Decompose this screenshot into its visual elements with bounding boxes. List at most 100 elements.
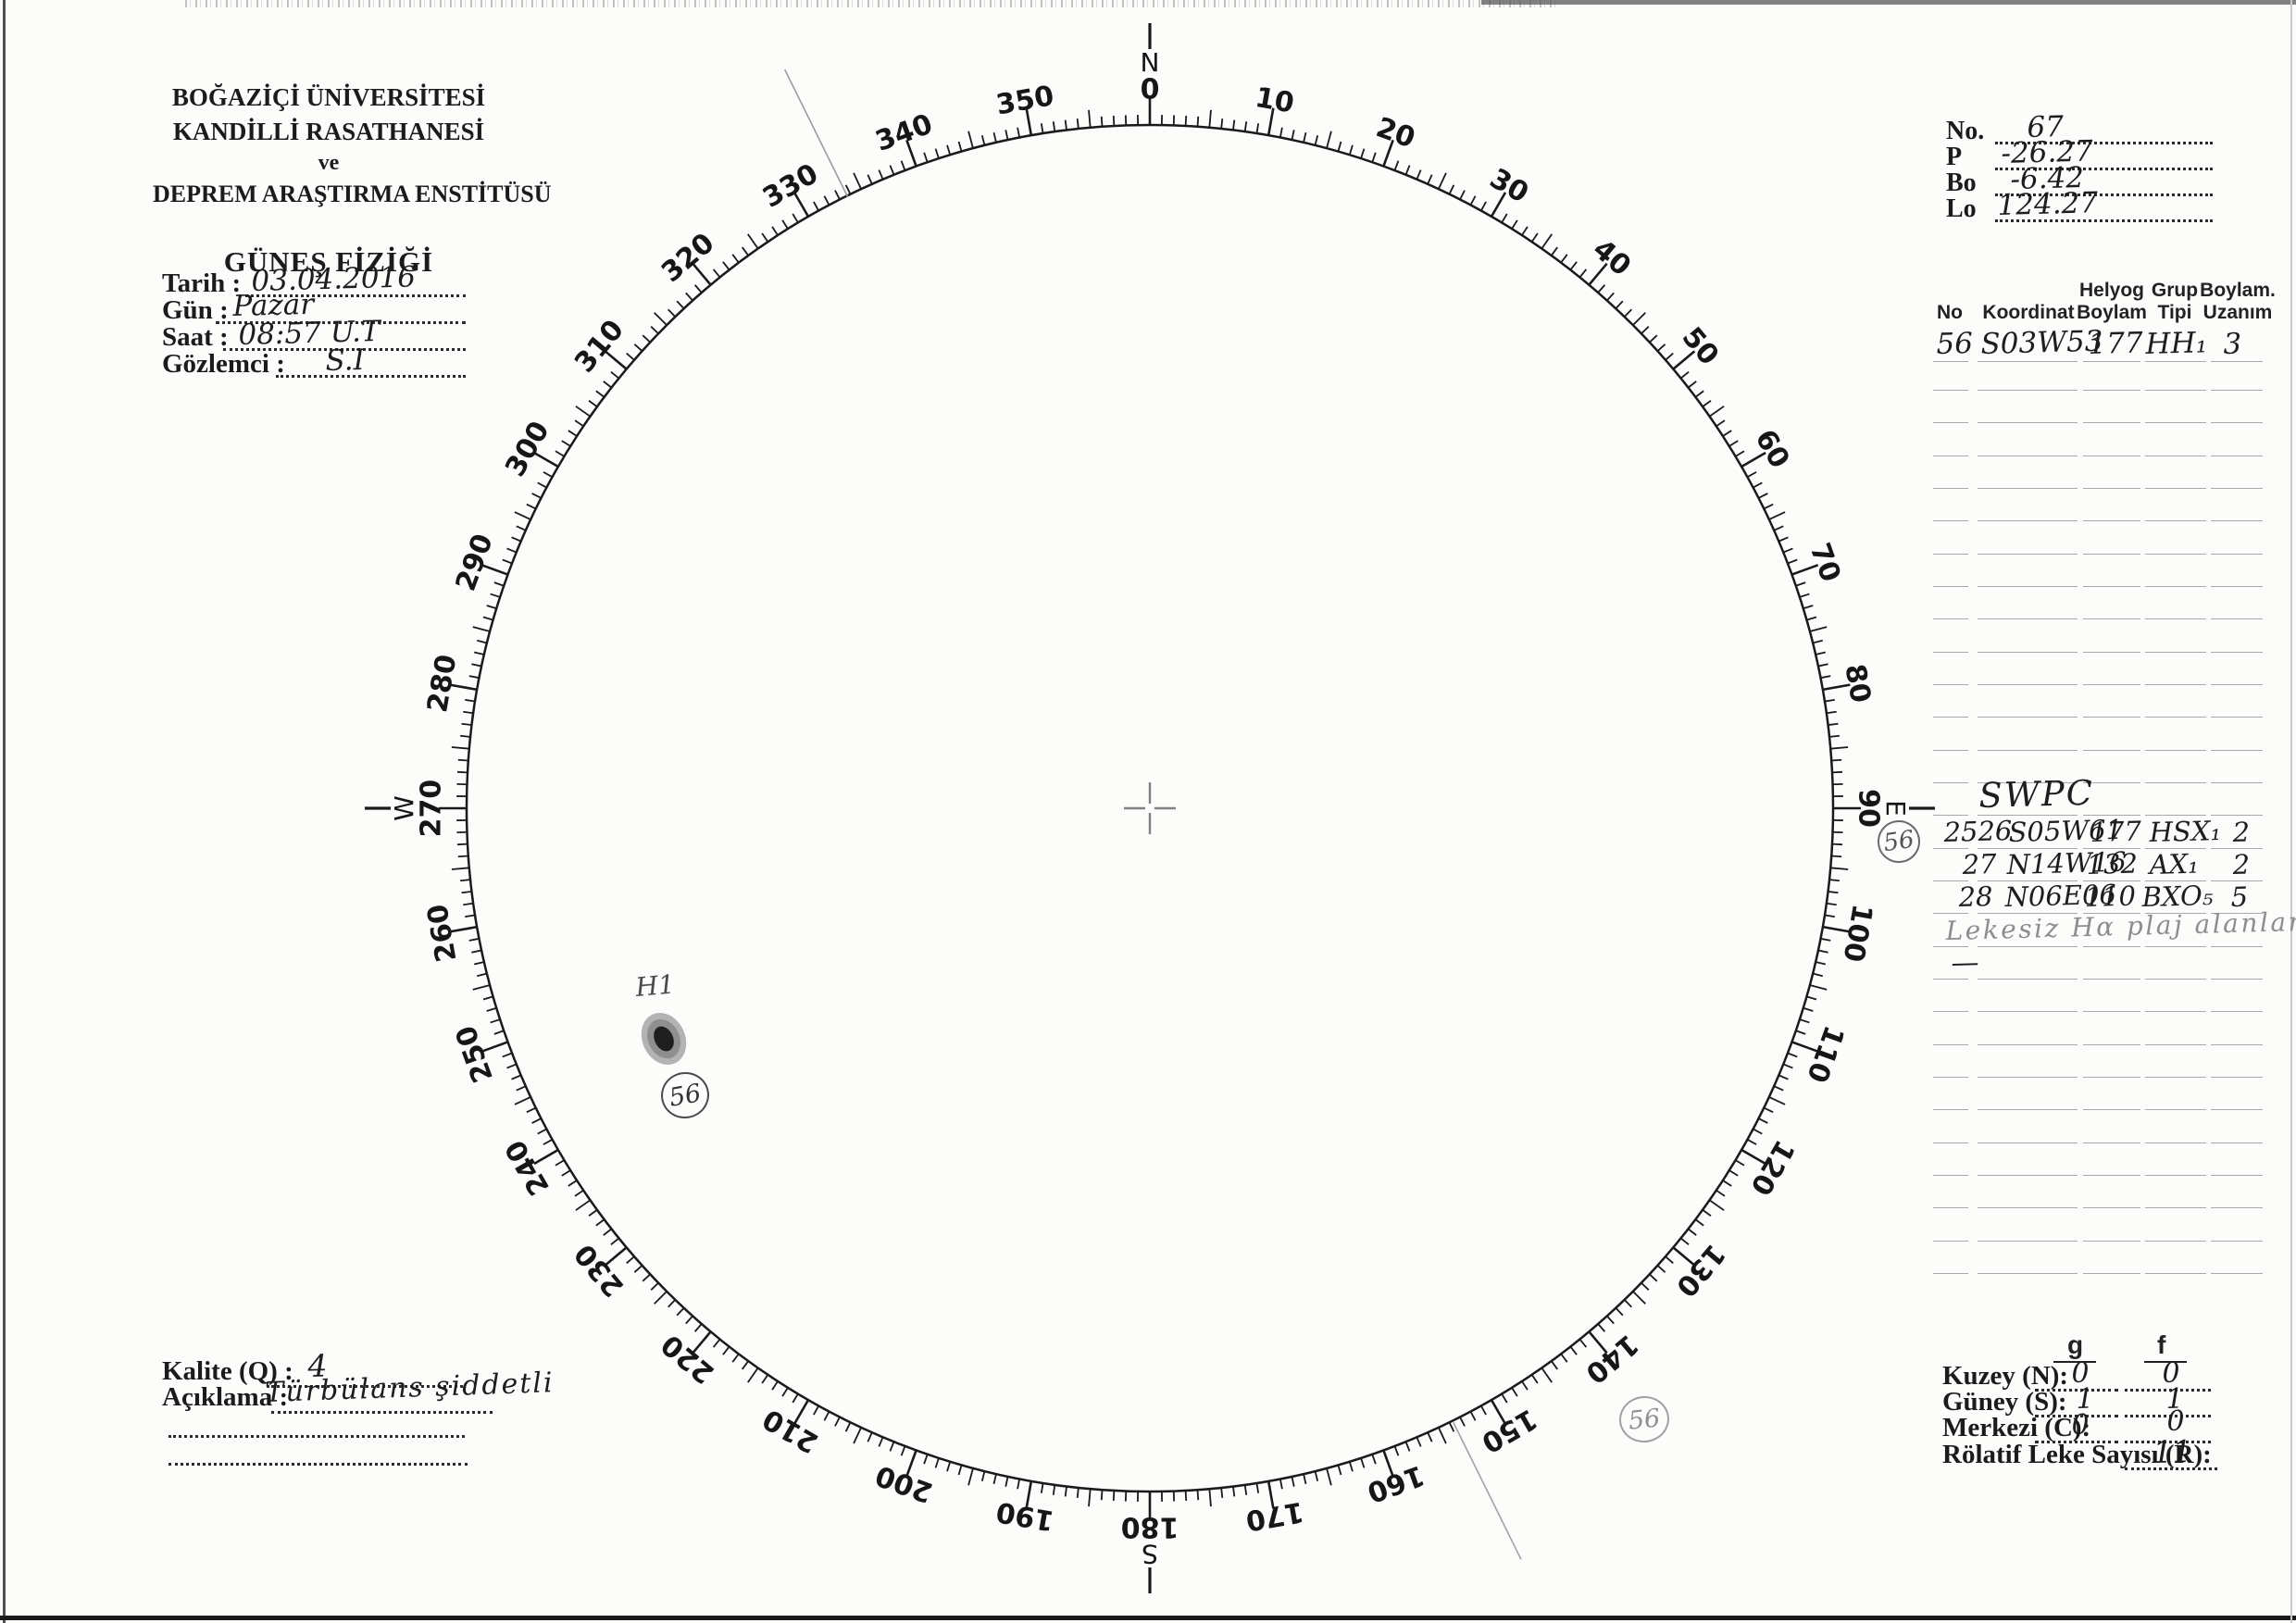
- degree-label: 250: [450, 1021, 500, 1087]
- tick-mark: [1382, 139, 1394, 167]
- rule-line: [1933, 781, 1968, 783]
- tick-mark: [676, 300, 685, 309]
- saat-dotted-line: [223, 348, 466, 351]
- rule-line: [1933, 1240, 1968, 1242]
- tick-mark: [1624, 1299, 1632, 1308]
- tick-mark: [1004, 130, 1009, 141]
- tick-mark: [1687, 1228, 1697, 1236]
- tick-mark: [642, 1273, 651, 1282]
- tick-mark: [823, 195, 830, 206]
- tick-mark: [633, 1265, 643, 1273]
- tick-mark: [1337, 1465, 1342, 1476]
- tick-mark: [1716, 419, 1726, 428]
- rule-line: [1978, 717, 2078, 718]
- rule-line: [1933, 520, 1968, 522]
- tick-mark: [1393, 160, 1400, 171]
- tick-mark: [1588, 262, 1608, 286]
- tick-mark: [1709, 1199, 1725, 1211]
- tick-mark: [761, 1374, 769, 1384]
- table-header-cell: Uzanım: [2202, 302, 2273, 323]
- rule-line: [1933, 1142, 1968, 1143]
- rule-line: [2083, 618, 2140, 620]
- rule-line: [2145, 1240, 2206, 1242]
- p-label: P: [1946, 143, 1963, 171]
- rule-line: [2211, 1011, 2263, 1013]
- table-header-cell: Boylam.: [2200, 280, 2276, 301]
- tick-mark: [543, 1139, 553, 1145]
- degree-label: 90: [1853, 789, 1885, 828]
- tick-mark: [834, 190, 841, 200]
- tick-mark: [463, 710, 474, 715]
- tick-mark: [456, 770, 468, 774]
- merkezi-f-dots: [2125, 1441, 2211, 1443]
- tick-mark: [1416, 169, 1422, 181]
- tick-mark: [633, 343, 643, 352]
- tick-mark: [626, 352, 635, 361]
- tick-mark: [1809, 984, 1828, 991]
- f-column-underline: [2144, 1361, 2187, 1363]
- tick-mark: [461, 891, 472, 894]
- rule-line: [2211, 422, 2263, 424]
- rule-line: [1978, 978, 2078, 980]
- tick-mark: [472, 984, 491, 991]
- tick-mark: [1656, 1265, 1666, 1273]
- rule-line: [2145, 1011, 2206, 1013]
- tick-mark: [457, 758, 468, 762]
- rule-line: [2083, 1109, 2140, 1111]
- tick-mark: [668, 308, 676, 318]
- rule-line: [2145, 553, 2206, 555]
- table-header-cell: Grup: [2151, 280, 2199, 301]
- tick-mark: [1672, 350, 1696, 370]
- tick-mark: [771, 226, 779, 236]
- tick-mark: [781, 1387, 789, 1397]
- tick-mark: [867, 1431, 873, 1442]
- rule-line: [2211, 585, 2263, 587]
- rule-line: [1933, 651, 1968, 653]
- tick-mark: [1632, 1291, 1646, 1305]
- degree-label: 130: [1669, 1238, 1731, 1303]
- tick-mark: [1830, 746, 1849, 750]
- rule-line: [2083, 1011, 2140, 1013]
- tick-mark: [1597, 284, 1606, 293]
- rule-line: [2083, 880, 2140, 881]
- tick-mark: [693, 284, 703, 293]
- sunspot-label: H1: [634, 968, 677, 1003]
- rule-line: [1933, 913, 1968, 915]
- tick-mark: [1679, 370, 1690, 380]
- tick-mark: [511, 1074, 522, 1080]
- tick-mark: [1791, 564, 1819, 576]
- tick-mark: [1480, 1405, 1487, 1416]
- tick-mark: [1208, 109, 1212, 128]
- tick-mark: [946, 144, 952, 156]
- tick-mark: [1371, 152, 1377, 163]
- no-dotted-line: [1995, 142, 2213, 144]
- tick-mark: [1569, 1345, 1578, 1355]
- tick-mark: [1632, 312, 1646, 326]
- degree-label: 160: [1363, 1458, 1429, 1508]
- tick-mark: [1597, 1323, 1606, 1332]
- tick-mark: [1763, 1106, 1774, 1114]
- tick-mark: [490, 593, 501, 598]
- rule-line: [1978, 1207, 2078, 1209]
- tick-mark: [813, 1405, 819, 1416]
- degree-label: 210: [757, 1402, 824, 1459]
- tick-mark: [1521, 1380, 1529, 1391]
- rule-line: [2145, 717, 2206, 718]
- tick-mark: [722, 261, 730, 271]
- tick-mark: [992, 131, 997, 144]
- degree-label: 30: [1484, 162, 1534, 209]
- tick-mark: [1501, 1393, 1508, 1404]
- rule-line: [1933, 749, 1968, 751]
- rule-line: [1978, 651, 2078, 653]
- rule-line: [1933, 1174, 1968, 1176]
- tick-mark: [957, 141, 963, 152]
- tick-mark: [1404, 165, 1411, 176]
- tick-mark: [1747, 1139, 1757, 1145]
- tick-mark: [1672, 1246, 1696, 1267]
- tick-mark: [480, 1041, 508, 1053]
- tick-mark: [905, 139, 917, 167]
- tick-mark: [537, 1128, 547, 1135]
- degree-label: 260: [421, 902, 463, 965]
- rule-line: [2083, 1240, 2140, 1242]
- tick-mark: [1812, 972, 1823, 978]
